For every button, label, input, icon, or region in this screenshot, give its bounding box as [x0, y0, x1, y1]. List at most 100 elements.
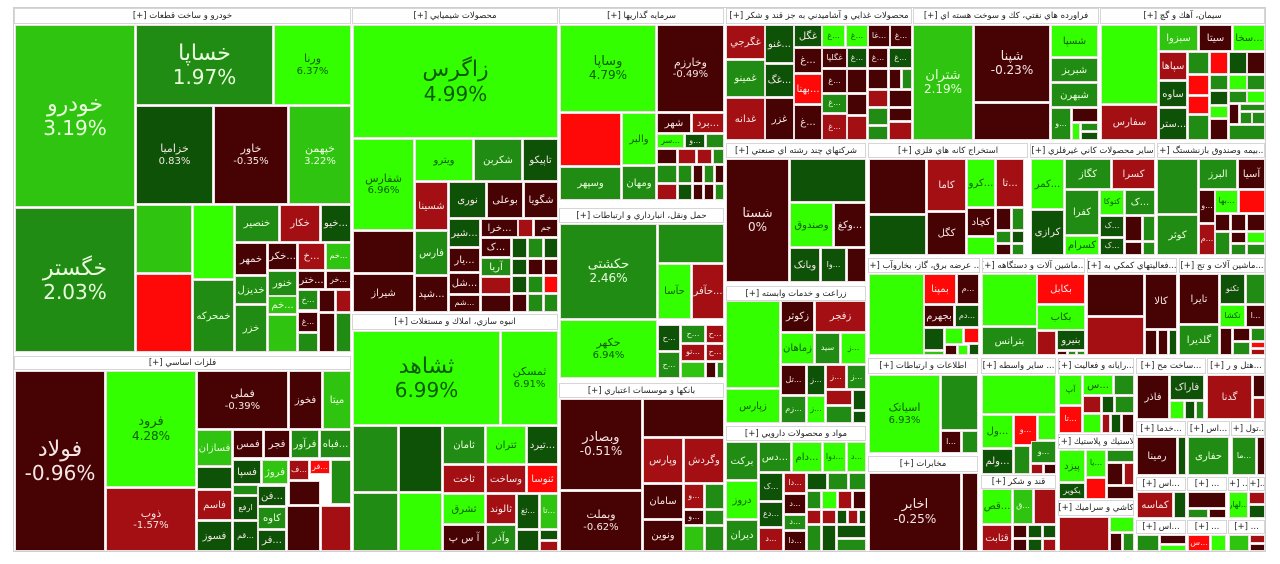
stock-tile[interactable]: شپنا -0.23% — [974, 25, 1050, 102]
stock-tile[interactable]: ...غ — [298, 312, 318, 332]
stock-tile[interactable] — [1083, 414, 1101, 433]
stock-tile[interactable]: اسیاتک 6.93% — [869, 375, 940, 453]
stock-tile[interactable] — [1123, 533, 1134, 551]
stock-tile[interactable] — [268, 315, 297, 352]
stock-tile[interactable]: کالا — [1145, 274, 1177, 329]
stock-tile[interactable] — [1107, 450, 1134, 462]
stock-tile[interactable]: زاگرس 4.99% — [353, 25, 558, 138]
sector-header[interactable]: سرمايه گذاريها [+] — [559, 8, 724, 24]
stock-tile[interactable] — [544, 259, 558, 275]
stock-tile[interactable]: وآذر — [486, 525, 516, 551]
stock-tile[interactable] — [1188, 96, 1209, 114]
stock-tile[interactable] — [1233, 342, 1250, 355]
stock-tile[interactable]: شبهرن — [1051, 83, 1098, 107]
stock-tile[interactable] — [837, 539, 866, 551]
stock-tile[interactable]: ...ختر — [298, 271, 325, 289]
stock-tile[interactable]: ...و — [1199, 190, 1215, 223]
stock-tile[interactable]: ...یار — [449, 248, 480, 272]
stock-tile[interactable] — [969, 344, 979, 355]
stock-tile[interactable]: شستا 0% — [726, 159, 789, 282]
stock-tile[interactable] — [1196, 401, 1204, 419]
sector-header[interactable]: اطلاعات و ارتباطات [+] — [868, 358, 978, 374]
stock-tile[interactable] — [902, 69, 912, 89]
sector-header[interactable]: فراورده هاي نفتي، كك و سوخت هسته اي [+] — [913, 8, 1099, 24]
stock-tile[interactable]: کرازی — [1031, 210, 1064, 255]
stock-tile[interactable]: کماسه — [1137, 492, 1173, 518]
stock-tile[interactable]: شفارس 6.96% — [353, 139, 414, 230]
stock-tile[interactable] — [1101, 25, 1158, 104]
stock-tile[interactable]: بمپنا — [924, 274, 956, 304]
stock-tile[interactable] — [1137, 535, 1159, 551]
stock-tile[interactable]: ثمسکن 6.91% — [501, 331, 558, 425]
stock-tile[interactable]: وبانک — [790, 248, 820, 282]
stock-tile[interactable] — [1170, 401, 1184, 419]
stock-tile[interactable]: ومهان — [622, 166, 656, 200]
stock-tile[interactable] — [706, 362, 716, 378]
stock-tile[interactable] — [321, 506, 351, 551]
stock-tile[interactable]: سیتا — [1199, 25, 1232, 51]
stock-tile[interactable] — [1231, 244, 1246, 255]
stock-tile[interactable] — [1077, 351, 1085, 355]
stock-tile[interactable] — [1145, 330, 1157, 355]
stock-tile[interactable]: فسوز — [197, 521, 232, 551]
stock-tile[interactable]: ...یا — [1086, 450, 1106, 477]
stock-tile[interactable] — [826, 406, 852, 423]
stock-tile[interactable] — [982, 375, 1056, 414]
stock-tile[interactable]: وبصادر -0.51% — [560, 399, 642, 490]
stock-tile[interactable]: گلدیرا — [1179, 325, 1219, 355]
stock-tile[interactable]: وخارزم -0.49% — [657, 25, 724, 112]
stock-tile[interactable]: غدانه — [726, 98, 765, 140]
stock-tile[interactable] — [1251, 342, 1265, 348]
stock-tile[interactable] — [681, 362, 705, 378]
stock-tile[interactable] — [1247, 232, 1265, 243]
stock-tile[interactable] — [1240, 104, 1265, 111]
stock-tile[interactable]: ...ک — [1100, 238, 1124, 255]
stock-tile[interactable]: ثشاهد 6.99% — [353, 331, 500, 425]
sector-header[interactable]: لاستيك و پلاستيك [+] — [1058, 434, 1134, 449]
stock-tile[interactable]: ...تا — [540, 494, 558, 529]
stock-tile[interactable]: فخوز — [289, 371, 322, 429]
stock-tile[interactable]: کسرا — [1112, 159, 1155, 189]
stock-tile[interactable]: ثتران — [486, 426, 526, 464]
stock-tile[interactable] — [826, 390, 852, 405]
stock-tile[interactable]: ...د — [847, 442, 866, 472]
stock-tile[interactable] — [1210, 106, 1228, 118]
stock-tile[interactable]: اخابر -0.25% — [869, 473, 961, 551]
stock-tile[interactable]: ...غ — [868, 48, 888, 68]
stock-tile[interactable]: ...ستر — [1159, 108, 1187, 140]
sector-header[interactable]: ...اس [+] — [1187, 421, 1230, 436]
stock-tile[interactable] — [1174, 492, 1186, 518]
stock-tile[interactable]: میتا — [323, 371, 351, 429]
stock-tile[interactable]: شسپا — [1051, 25, 1098, 57]
stock-tile[interactable]: ...م — [957, 274, 979, 304]
stock-tile[interactable] — [1210, 91, 1228, 105]
stock-tile[interactable] — [1247, 75, 1265, 90]
stock-tile[interactable] — [1253, 375, 1265, 397]
stock-tile[interactable]: ...ک — [1100, 216, 1124, 237]
stock-tile[interactable]: تکنو — [1220, 274, 1245, 304]
stock-tile[interactable] — [828, 473, 848, 490]
stock-tile[interactable] — [1038, 415, 1056, 440]
stock-tile[interactable]: زپارس — [726, 389, 780, 423]
stock-tile[interactable]: ...دوا — [823, 442, 846, 472]
stock-tile[interactable] — [399, 426, 442, 492]
stock-tile[interactable]: زماهان — [781, 333, 814, 364]
stock-tile[interactable]: خزامیا 0.83% — [136, 106, 213, 204]
stock-tile[interactable] — [1012, 244, 1024, 255]
stock-tile[interactable] — [319, 290, 335, 312]
stock-tile[interactable] — [1107, 486, 1134, 499]
stock-tile[interactable]: وپارس — [643, 438, 683, 483]
stock-tile[interactable]: ...دا — [784, 531, 806, 551]
stock-tile[interactable] — [1102, 396, 1114, 413]
stock-tile[interactable] — [1143, 242, 1155, 255]
stock-tile[interactable]: ...ما — [1232, 437, 1256, 475]
sector-header[interactable]: استخراج كانه هاي فلزي [+] — [868, 143, 1028, 158]
stock-tile[interactable] — [193, 205, 234, 279]
stock-tile[interactable]: تاپیکو — [523, 139, 558, 181]
stock-tile[interactable]: فمس — [233, 430, 263, 458]
stock-tile[interactable]: ...دع — [759, 502, 783, 527]
stock-tile[interactable]: ...و — [684, 484, 704, 509]
stock-tile[interactable] — [705, 510, 724, 525]
stock-tile[interactable] — [868, 108, 888, 125]
stock-tile[interactable] — [869, 215, 926, 255]
